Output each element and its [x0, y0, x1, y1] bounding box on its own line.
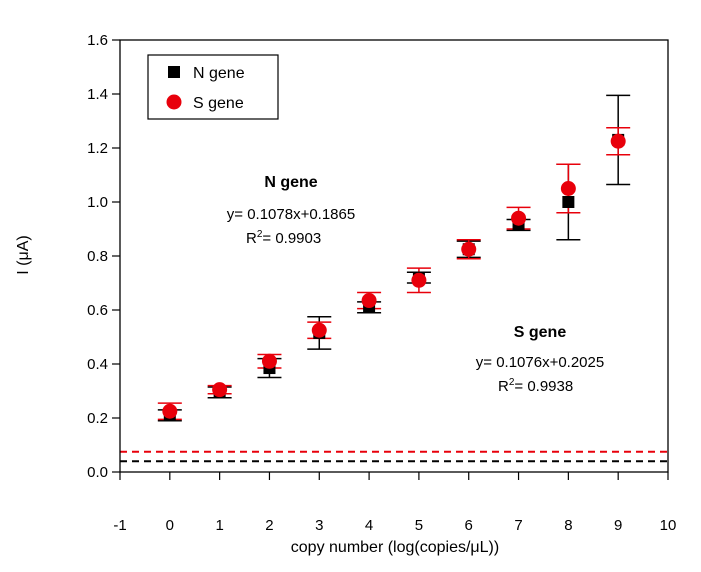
point-s-gene: [411, 272, 427, 288]
point-s-gene: [511, 210, 527, 226]
y-tick-label: 0.2: [87, 410, 108, 427]
y-tick-label: 1.4: [87, 86, 108, 103]
y-tick-label: 0.0: [87, 464, 108, 481]
x-tick-label: 10: [660, 517, 677, 534]
y-tick-label: 0.6: [87, 302, 108, 319]
x-tick-label: -1: [113, 517, 126, 534]
annotation-n-gene-equation: y= 0.1078x+0.1865: [227, 206, 355, 223]
blank-lines: [120, 450, 668, 463]
annotation-s-gene-title: S gene: [514, 324, 567, 341]
point-s-gene: [212, 382, 228, 398]
x-tick-label: 2: [265, 517, 273, 534]
annotation-s-gene-r2: R2= 0.9938: [498, 377, 573, 395]
annotation-s-gene-equation: y= 0.1076x+0.2025: [476, 354, 604, 371]
y-tick-label: 1.6: [87, 32, 108, 49]
x-tick-label: 5: [415, 517, 423, 534]
tick-labels: -1 0 1 2 3 4 5 6 7 8 9 10 0.0 0.2 0.4 0.6 0.8 1.0 1.2 1.4 1.…: [87, 32, 676, 534]
legend-box: [147, 54, 279, 120]
x-tick-label: 7: [514, 517, 522, 534]
axis-ticks: [112, 39, 669, 480]
data-points: [162, 133, 626, 422]
point-s-gene: [261, 353, 277, 369]
point-s-gene: [560, 181, 576, 196]
plot-frame: [119, 39, 669, 473]
y-tick-label: 0.4: [87, 356, 108, 373]
annotation-s-gene: S gene y= 0.1076x+0.2025 R2= 0.9938: [476, 324, 604, 395]
legend-marker-n-gene: [168, 66, 180, 78]
legend: N gene S gene: [147, 54, 279, 120]
x-tick-label: 9: [614, 517, 622, 534]
y-axis-label: I (μA): [15, 235, 32, 274]
x-tick-label: 3: [315, 517, 323, 534]
x-tick-label: 4: [365, 517, 373, 534]
point-s-gene: [311, 322, 327, 338]
x-tick-label: 8: [564, 517, 572, 534]
x-tick-label: 1: [215, 517, 223, 534]
point-s-gene: [361, 293, 377, 309]
annotation-n-gene-title: N gene: [264, 174, 317, 191]
annotation-n-gene: N gene y= 0.1078x+0.1865 R2= 0.9903: [227, 174, 355, 247]
legend-marker-s-gene: [166, 94, 182, 110]
y-tick-label: 1.2: [87, 140, 108, 157]
annotation-n-gene-r2: R2= 0.9903: [246, 229, 321, 247]
x-tick-label: 6: [465, 517, 473, 534]
y-tick-label: 1.0: [87, 194, 108, 211]
x-tick-label: 0: [166, 517, 174, 534]
legend-label-s-gene: S gene: [193, 95, 244, 112]
point-n-gene: [562, 196, 575, 208]
point-s-gene: [610, 133, 626, 149]
y-tick-label: 0.8: [87, 248, 108, 265]
error-bars: [157, 94, 631, 422]
point-s-gene: [461, 241, 477, 257]
legend-label-n-gene: N gene: [193, 65, 245, 82]
point-s-gene: [162, 403, 178, 419]
x-axis-label: copy number (log(copies/μL)): [291, 539, 499, 556]
